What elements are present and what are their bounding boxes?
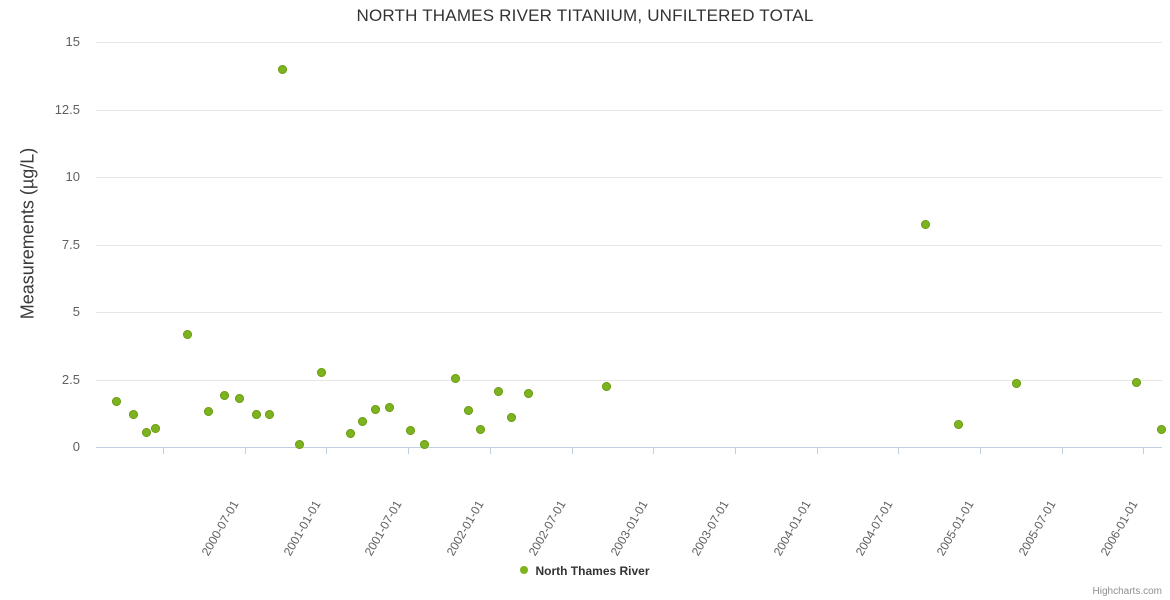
legend-marker-icon [520,565,529,574]
x-axis-tick-label: 2001-07-01 [362,498,405,559]
plot-area: 0 2.5 5 7.5 10 12.5 15 2000-07-01 2001-01-01 200… [55,34,1166,558]
x-axis-tick-label: 2003-01-01 [607,498,651,559]
gridline [96,312,1162,313]
x-axis-tick [489,447,491,454]
x-axis-tick-label: 2004-07-01 [852,498,896,559]
gridline [96,244,1162,246]
x-axis-tick-label: 2003-07-01 [688,498,732,559]
x-axis-tick [571,447,573,454]
data-point[interactable] [419,439,429,449]
data-point[interactable] [277,64,287,74]
data-point[interactable] [265,410,275,420]
x-axis-tick [163,447,164,454]
gridline [96,177,1162,178]
data-point[interactable] [358,416,368,426]
chart-legend: North Thames River [0,563,1170,578]
gridline [96,42,1162,43]
x-axis-line [96,447,1162,448]
x-axis-tick-label: 2002-01-01 [443,498,487,559]
data-point[interactable] [294,439,304,449]
x-axis-tick-label: 2001-01-01 [280,498,324,559]
gridline [96,379,1162,381]
x-axis-tick [653,447,655,454]
data-point[interactable] [151,423,161,433]
legend-item-north-thames-river[interactable]: North Thames River [520,563,650,578]
y-axis-tick-label: 0 [72,439,80,454]
data-point[interactable] [602,381,612,391]
y-axis-tick-label: 15 [65,34,80,49]
y-axis-tick-label: 7.5 [61,236,80,252]
data-point[interactable] [141,427,151,437]
data-point[interactable] [1156,424,1166,434]
data-point[interactable] [219,391,229,401]
data-point[interactable] [1011,379,1021,389]
x-axis-tick [816,447,818,454]
data-point[interactable] [128,410,138,420]
data-point[interactable] [183,330,193,340]
data-point[interactable] [464,406,474,416]
x-axis-tick [326,447,328,454]
data-point[interactable] [346,429,356,438]
data-point[interactable] [405,426,415,436]
x-axis-tick-label: 2006-01-01 [1097,498,1141,559]
legend-item-label: North Thames River [535,563,650,578]
data-point[interactable] [316,368,326,378]
x-axis-tick-label: 2000-07-01 [198,498,242,559]
data-point[interactable] [523,388,533,398]
data-point[interactable] [235,393,245,403]
data-point[interactable] [450,373,460,383]
x-axis-tick-label: 2005-01-01 [933,498,977,559]
x-axis-tick [1143,447,1145,454]
x-axis-labels: 2000-07-01 2001-01-01 2001-07-01 2002-01-01… [96,498,1162,598]
gridline [96,109,1162,111]
chart-title: NORTH THAMES RIVER TITANIUM, UNFILTERED … [356,6,814,25]
x-axis-tick-label: 2005-07-01 [1015,498,1059,559]
data-point[interactable] [203,407,213,417]
y-axis-tick-label: 2.5 [61,371,80,387]
data-point[interactable] [507,412,517,422]
y-axis-tick-label: 5 [72,304,80,319]
y-axis-tick-label: 10 [65,169,80,184]
x-axis-tick [244,447,246,454]
data-point[interactable] [251,410,261,420]
data-point[interactable] [112,396,122,406]
y-axis-tick-label: 12.5 [54,101,80,117]
data-point[interactable] [920,219,930,229]
x-axis-tick-label: 2002-07-01 [525,498,569,559]
data-point[interactable] [385,403,395,413]
data-point[interactable] [954,419,964,429]
x-axis-tick [408,447,410,454]
x-axis-tick-label: 2004-01-01 [770,498,814,559]
data-point[interactable] [1131,377,1141,387]
data-point[interactable] [371,404,381,414]
data-point[interactable] [493,387,503,397]
x-axis-tick [734,447,736,454]
x-axis-tick [1061,447,1063,454]
x-axis-tick [980,447,981,454]
data-point[interactable] [475,424,485,434]
highcharts-credit[interactable]: Highcharts.com [1092,586,1162,597]
x-axis-tick [898,447,900,454]
